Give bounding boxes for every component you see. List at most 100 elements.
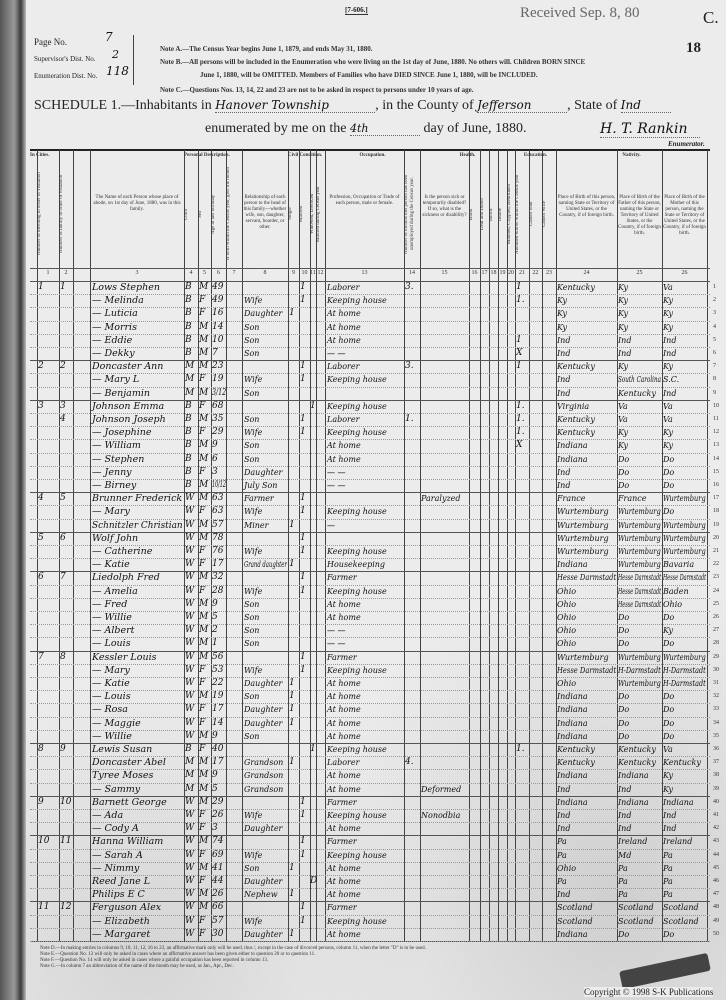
row-rule [30,439,710,441]
mother-birthplace: Ireland [663,837,693,847]
row-rule [30,743,710,744]
enumerator-signature: H. T. Rankin [600,121,700,138]
relationship: Son [244,322,260,332]
column-header: Place of Birth of the Mother of this per… [663,195,706,236]
months-unemployed: 3. [405,361,414,372]
sex: M [199,730,209,741]
mother-birthplace: Wurtemburg [663,520,706,530]
mother-birthplace: Scotland [663,903,699,913]
row-rule [30,307,710,309]
relationship: Son [244,388,260,398]
civil-condition-mark: 1 [289,691,295,702]
person-name: — Margaret [92,928,151,940]
column-header: Color [184,208,189,220]
relationship: Daughter [244,679,283,688]
birthplace: Scotland [557,903,593,913]
color: B [185,480,192,490]
relationship: Son [244,639,260,649]
person-name: Johnson Emma [92,400,165,412]
sex: M [199,282,209,292]
dwelling-number: 2 [38,361,44,372]
family-number: 6 [60,532,66,543]
column-number: 4 [189,270,193,276]
family-number: 9 [60,744,66,754]
relationship: Daughter [244,824,283,834]
age: 17 [212,704,224,715]
father-birthplace: Va [618,415,628,424]
relationship: Son [244,599,260,609]
column-number: 8 [263,270,267,276]
color: W [185,717,195,728]
occupation: Keeping house [327,916,387,926]
enum-prefix: enumerated by me on the [205,121,347,136]
attended-school: 1 [516,334,522,345]
father-birthplace: Ind [618,824,632,834]
health: Deformed [421,784,462,794]
father-birthplace: Ireland [618,837,648,847]
column-number: 3 [135,270,139,276]
schedule-prefix: SCHEDULE 1.—Inhabitants in [34,98,212,113]
father-birthplace: Ky [618,441,628,451]
color: W [185,836,195,847]
mother-birthplace: Do [663,613,675,622]
color: B [185,440,192,451]
birthplace: Pa [557,850,567,860]
birthplace: Ind [557,784,571,794]
civil-condition-mark: 1 [300,849,306,860]
color: W [185,889,195,900]
color: M [185,783,195,794]
mother-birthplace: Ind [663,335,677,345]
sex: M [199,612,209,622]
age: 41 [212,862,224,873]
father-birthplace: Do [618,731,630,741]
father-birthplace: Do [618,718,630,728]
group-header-health: Health. [459,153,476,158]
color: W [185,862,195,873]
mother-birthplace: Wurtemburg [663,533,706,543]
sex: F [199,664,206,675]
line-number: 46 [713,878,719,884]
relationship: Son [244,613,260,622]
color: W [185,638,195,649]
color: B [185,348,192,358]
column-number: 10 [301,270,308,276]
sex: M [199,519,209,530]
line-number: 11 [713,416,719,422]
sex: F [199,400,206,411]
line-number: 6 [713,350,716,356]
row-rule [30,914,710,916]
enumeration-no: 118 [106,64,129,78]
line-number: 19 [713,521,719,528]
civil-condition-mark: 1 [300,572,306,583]
line-number: 21 [713,548,719,554]
civil-condition-mark: 1 [310,400,316,411]
birthplace: France [557,494,586,504]
line-number: 26 [713,614,719,620]
row-rule [30,452,710,454]
dwelling-number: 1 [38,282,44,292]
column-header: Maimed, Crippled, Bedridden [507,184,512,244]
person-name: — Fred [92,598,128,610]
father-birthplace: Do [618,692,630,702]
civil-condition-mark: 1 [289,519,295,530]
age: 2 [212,625,218,636]
birthplace: Wurtemburg [557,520,609,530]
birthplace: Indiana [557,705,588,715]
mother-birthplace: Indiana [663,797,694,807]
birthplace: Ky [557,322,567,332]
relationship: Wife [244,850,263,860]
note-d: Note D.—In making entries in columns 9, … [40,946,426,951]
birthplace: Wurtemburg [557,547,609,556]
age: 49 [212,282,224,292]
color: B [185,453,192,464]
line-number: 35 [713,732,719,739]
person-name: — Willie [92,612,132,623]
person-name: — Melinda [92,295,144,307]
civil-condition-mark: 1 [300,664,306,675]
person-name: — Jenny [92,466,132,478]
age: 76 [212,546,224,556]
row-rule [30,611,710,612]
relationship: Wife [244,428,263,438]
column-header: Place of Birth of this person, naming St… [557,195,616,218]
sex: M [199,862,209,873]
